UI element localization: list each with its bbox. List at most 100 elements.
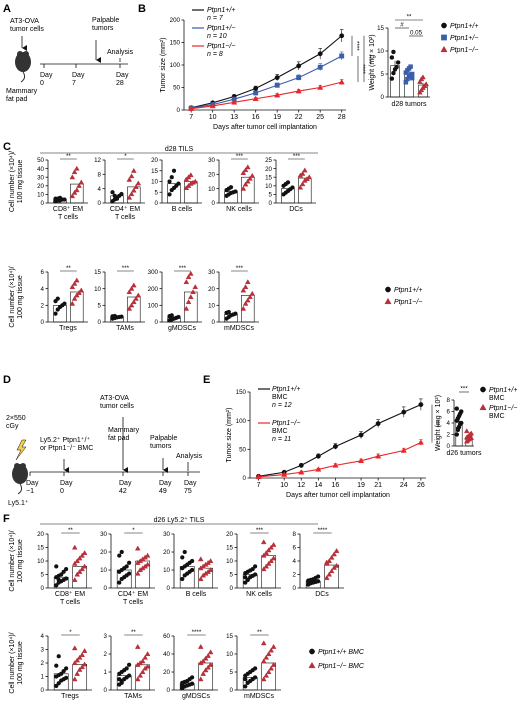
b-point: [295, 87, 302, 94]
c-sub-ko-point: [130, 167, 137, 173]
c-sub-y-tick-label: 2: [41, 303, 45, 310]
c-y-axis-title-line: Cell number (×10⁴)/: [9, 151, 16, 212]
c-sub-ko-point: [73, 277, 80, 283]
f-sub-ko-point: [323, 574, 330, 580]
e-point: [418, 402, 424, 408]
e-legend-name-line: Ptpn1+/+: [272, 386, 300, 393]
f-sub-wt-point: [180, 555, 185, 560]
e-x-tick-label: 24: [400, 482, 408, 489]
b-y-axis-title: Tumor size (mm²): [160, 38, 167, 93]
c-sub-ko-point: [190, 289, 196, 295]
c-sub-y-tick-label: 20: [151, 157, 158, 164]
f-sub-y-tick-label: 0: [230, 585, 234, 592]
f-y-axis-title-line: Cell number (×10⁴)/: [9, 632, 16, 693]
c-sub-sig: *: [124, 153, 127, 160]
c-sub-title-line: DCs: [289, 206, 303, 213]
e-point: [281, 471, 288, 477]
f-sub-wt-point: [63, 675, 69, 680]
panel-d-schematic: AT3-OVA tumor cells 2×550 cGy Ly5.1⁺ Ly5.2…: [6, 395, 203, 507]
b-x-axis-title: Days after tumor cell implantation: [213, 124, 317, 131]
c-sub-sig: ***: [122, 265, 130, 272]
c-sub-y-tick-label: 15: [151, 168, 158, 175]
d-cells-label: AT3-OVA tumor cells: [100, 395, 134, 410]
e-legend-name-line: BMC: [272, 394, 288, 401]
b-point: [317, 51, 323, 57]
f-sub-ko-point: [205, 652, 211, 658]
bw-point: [389, 55, 395, 60]
a-palpable-label: Palpable tumors: [92, 17, 119, 32]
c-sub-ko-point: [244, 164, 251, 170]
f-sub-ko-point: [74, 657, 81, 663]
c-sub-title-line: CD8⁺ EM: [53, 205, 83, 213]
e-point: [255, 473, 262, 480]
b-point: [274, 75, 280, 81]
f-sub-y-tick-label: 10: [226, 651, 233, 658]
lightning-icon: [15, 439, 27, 461]
f-sub-title-line: Tregs: [61, 693, 79, 700]
e-point: [298, 462, 304, 468]
f-sub-wt-point: [56, 654, 61, 659]
f-sub-y-tick-label: 2: [293, 572, 297, 579]
f-y-axis-title: Cell number (×10⁴)/100 mg tissue: [9, 632, 24, 693]
c-sub-title: gMDSCs: [168, 325, 197, 332]
bw-point: [391, 49, 396, 55]
f-sub-wt-point: [59, 572, 64, 577]
c-sub-title: B cells: [172, 206, 193, 213]
c-sub-y-tick-label: 30: [37, 174, 44, 181]
e-y-tick-label: 150: [236, 389, 247, 396]
f-sub-bar: [72, 664, 88, 691]
panel-label-e: E: [203, 374, 210, 386]
c-y-axis-title-line: Cell number (×10⁴)/: [9, 266, 16, 327]
ew-point: [454, 432, 460, 437]
c-sub-wt-point: [114, 196, 120, 201]
f-sub-ko-point: [207, 661, 214, 667]
ew-x-axis-title: d26 tumors: [446, 450, 482, 457]
c-sub-ko-point: [183, 279, 190, 285]
f-sub-title: B cells: [186, 591, 207, 598]
c-sub-y-tick-label: 40: [37, 166, 44, 173]
d-day-label: Day 49: [159, 480, 172, 495]
f-y-axis-title-line: Cell number (×10⁴)/: [9, 530, 16, 591]
c-sub-y-tick-label: 15: [265, 174, 272, 181]
f-sub-ko-point: [144, 663, 151, 669]
c-sub-ko-point: [73, 187, 80, 193]
f-sub-sig: *: [69, 629, 72, 636]
c-sub-y-tick-label: 20: [265, 166, 272, 173]
c-sub-y-tick-label: 10: [208, 303, 215, 310]
b-series-line: [191, 81, 342, 110]
f-sub-wt-point: [182, 549, 187, 555]
c-sub-ko-point: [240, 305, 247, 311]
c-sub-title-line: B cells: [172, 206, 193, 213]
c-sub-wt-point: [112, 193, 117, 198]
f-sub-bar: [261, 662, 277, 691]
c-sub-wt-point: [169, 313, 174, 318]
c-sub-title-line: gMDSCs: [168, 325, 197, 332]
f-sub-ko-point: [202, 655, 209, 661]
f-sub-ko-point: [79, 566, 85, 572]
e-point: [315, 466, 322, 472]
f-sub-wt-point: [243, 684, 248, 689]
f-sub-sig: **: [68, 527, 73, 534]
c-sub-title-line: TAMs: [116, 325, 134, 332]
c-sub-y-tick-label: 10: [208, 186, 215, 193]
ew-point: [468, 430, 475, 436]
c-sub-ko-point: [192, 178, 199, 184]
e-y-tick-label: 0: [243, 475, 247, 482]
f-sub-ko-point: [79, 552, 85, 558]
f-sub-ko-point: [268, 558, 274, 564]
f-sub-ko-point: [142, 654, 148, 660]
bw-point: [409, 75, 415, 81]
b-x-tick-label: 7: [189, 114, 193, 121]
f-sub-wt-point: [189, 558, 195, 564]
f-sub-ko-point: [328, 554, 335, 560]
f-sub-ko-point: [265, 669, 272, 675]
bw-bracket-label: #: [400, 22, 404, 29]
c-sub-y-tick-label: 10: [37, 192, 44, 199]
f-legend-marker: [309, 648, 315, 655]
f-sub-sig: ***: [256, 527, 264, 534]
f-sub-title-line: DCs: [315, 591, 329, 598]
d-day-label: Day 42: [119, 480, 132, 495]
f-sub-wt-point: [63, 566, 69, 572]
b-legend-name: Ptpn1+/−: [207, 25, 235, 32]
